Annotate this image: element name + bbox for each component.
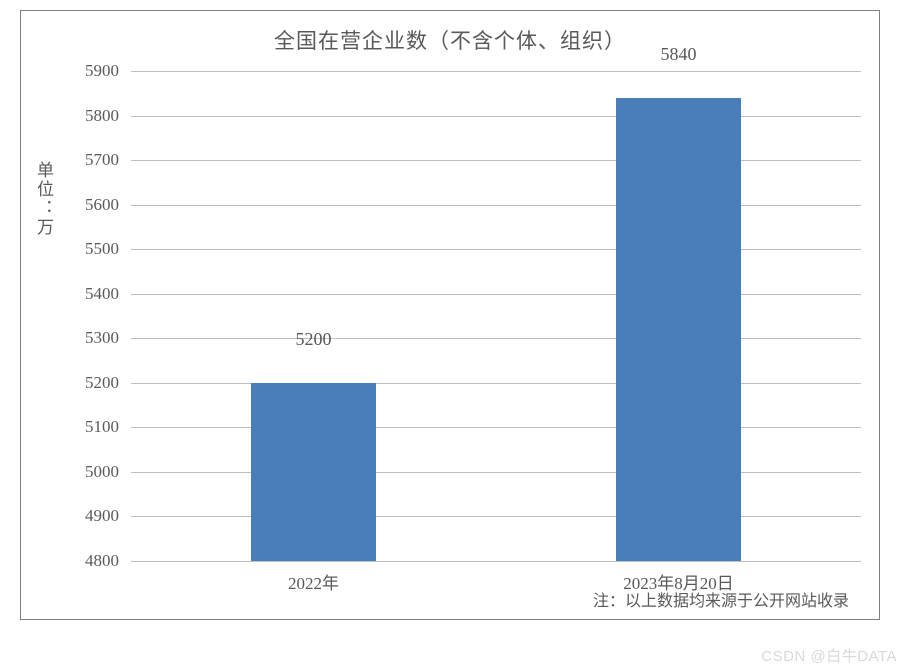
bar [616,98,740,561]
y-tick-label: 5800 [59,106,119,126]
chart-footnote: 注：以上数据均来源于公开网站收录 [593,587,849,611]
y-tick-label: 5600 [59,195,119,215]
bar [251,383,375,561]
y-tick-label: 5000 [59,462,119,482]
gridline [131,294,861,295]
gridline [131,71,861,72]
y-tick-label: 5400 [59,284,119,304]
bar-value-label: 5200 [251,329,375,356]
y-tick-label: 4800 [59,551,119,571]
gridline [131,561,861,562]
y-tick-label: 5100 [59,417,119,437]
y-tick-label: 5900 [59,61,119,81]
bar-value-label: 5840 [616,44,740,71]
gridline [131,205,861,206]
gridline [131,160,861,161]
gridline [131,338,861,339]
y-tick-label: 5700 [59,150,119,170]
x-tick-label: 2022年 [131,569,496,594]
y-tick-label: 5300 [59,328,119,348]
gridline [131,472,861,473]
y-tick-label: 4900 [59,506,119,526]
chart-frame: 全国在营企业数（不含个体、组织） 单位：万 52005840 480049005… [20,10,880,620]
chart-title: 全国在营企业数（不含个体、组织） [21,25,879,55]
gridline [131,249,861,250]
y-axis-title: 单位：万 [31,161,56,237]
watermark-text: CSDN @白牛DATA [761,645,897,666]
gridline [131,427,861,428]
y-tick-label: 5500 [59,239,119,259]
gridline [131,116,861,117]
gridline [131,383,861,384]
plot-area: 52005840 [131,71,861,561]
gridline [131,516,861,517]
y-tick-label: 5200 [59,373,119,393]
